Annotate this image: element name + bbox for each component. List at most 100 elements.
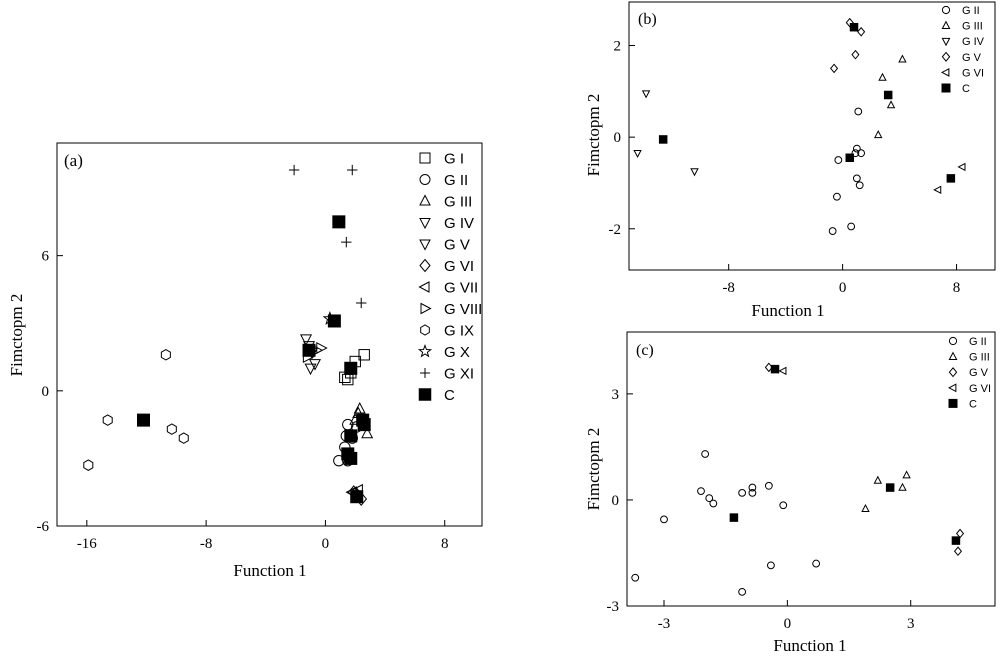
panel-b-legend-marker-g-v [941, 51, 951, 62]
panel-c-legend-label-g-v: G V [969, 367, 989, 379]
panel-a-marks [83, 164, 374, 506]
panel-a-point-g-iii [361, 426, 374, 439]
panel-a-xlabel: Function 1 [233, 561, 306, 580]
panel-a-legend-label-g-vi: G VI [444, 258, 474, 275]
panel-c-point-g-vi [778, 366, 787, 376]
panel-a-point-c [356, 413, 370, 427]
panel-c-point-c [770, 364, 780, 374]
panel-b-point-g-ii [833, 192, 841, 201]
panel-b-legend-marker-g-ii [941, 5, 951, 15]
panel-a-point-g-xi [347, 164, 358, 176]
panel-b-legend-marker-g-iii [941, 20, 951, 29]
panel-c-label: (c) [636, 342, 654, 359]
panel-b-point-g-iv [690, 168, 699, 177]
panel-b-point-g-vi [957, 162, 966, 172]
panel-a-xtick-label: 8 [441, 536, 449, 552]
panel-a-point-c [302, 343, 316, 357]
panel-b-point-g-ii [834, 156, 843, 164]
panel-b-legend-marker-g-iv [941, 37, 951, 47]
panel-b-ytick-label: -2 [609, 222, 622, 238]
panel-a-point-g-viii [316, 341, 328, 355]
panel-a-point-g-iv [300, 334, 313, 346]
panel-a-point-g-xi [341, 236, 352, 248]
panel-a-label: (a) [64, 151, 83, 170]
panel-a-legend-marker-g-x [417, 344, 433, 358]
panel-c-legend-marker-g-iii [948, 351, 958, 360]
panel-a-point-c [344, 451, 358, 465]
panel-c-point-g-iii [898, 482, 907, 491]
panel-b-point-c [658, 135, 668, 144]
panel-b-point-g-iii [898, 54, 907, 63]
panel-c-point-g-ii [748, 483, 757, 492]
panel-a-point-g-i [358, 349, 370, 361]
panel-c-marks [631, 362, 965, 596]
panel-a-legend-marker-g-viii [420, 302, 432, 315]
panel-c-point-g-ii [738, 587, 747, 596]
panel-c-legend-marker-g-v [948, 367, 958, 378]
panel-c-point-g-ii [660, 515, 668, 524]
panel-c-xtick-label: 3 [907, 616, 915, 632]
panel-b-point-g-v [845, 17, 854, 28]
panel-a-legend-label-g-iv: G IV [444, 215, 474, 232]
panel-c-frame [626, 331, 996, 607]
panel-b-legend-label-g-v: G V [962, 52, 982, 64]
panel-c-point-c [729, 513, 739, 522]
panel-a-point-c [136, 413, 150, 427]
panel-c-xlabel: Function 1 [773, 636, 846, 655]
panel-b-frame [628, 1, 996, 271]
panel-a-legend-marker-g-vi [419, 258, 431, 273]
panel-c-ticks: -3 0 3 -3 0 3 [607, 387, 915, 632]
panel-a-legend-label-g-xi: G XI [444, 365, 474, 382]
panel-b-point-g-ii [851, 149, 860, 158]
panel-c: (c) Function 1 Fimctopm 2 -3 0 3-303 G IIG… [584, 331, 996, 655]
panel-b-marks [633, 17, 966, 235]
panel-c-point-g-iii [873, 475, 883, 484]
panel-a-legend: G I G II G III G IV G V G VI G VII G VIII G IX G … [417, 150, 482, 404]
panel-b-ytick-label: 0 [614, 130, 622, 146]
panel-a-point-g-ix [166, 423, 177, 435]
panel-b-xlabel: Function 1 [751, 301, 824, 320]
panel-b-point-c [946, 174, 956, 183]
panel-c-ylabel: Fimctopm 2 [584, 428, 603, 511]
panel-b-legend-label-g-vi: G VI [962, 67, 984, 79]
panel-a-point-g-ix [178, 432, 189, 444]
panel-b-point-g-iv [641, 90, 651, 99]
panel-a-legend-marker-c [418, 388, 432, 401]
panel-c-legend-label-c: C [969, 398, 977, 410]
panel-a-legend-marker-g-iv [419, 218, 431, 230]
panel-a-xtick-label: 0 [322, 536, 330, 552]
panel-a-point-c [344, 361, 358, 375]
panel-c-point-g-ii [767, 561, 775, 570]
panel-a-legend-label-g-vii: G VII [444, 279, 478, 296]
panel-a-point-g-i [342, 373, 354, 386]
panel-b-point-g-vi [933, 185, 942, 195]
panel-a-legend-label-g-ii: G II [444, 172, 468, 189]
panel-c-point-g-ii [748, 488, 757, 497]
panel-a-point-g-ix [83, 459, 94, 471]
panel-a-ytick-label: -6 [37, 519, 50, 535]
panel-c-ytick-label: 3 [612, 387, 620, 403]
panel-b-point-g-ii [854, 107, 863, 116]
panel-a-point-g-ix [102, 414, 113, 426]
panel-b-point-g-iv [633, 149, 642, 158]
panel-b-xtick-label: -8 [722, 280, 735, 296]
panel-a-legend-label-g-iii: G III [444, 193, 472, 210]
panel-b-point-g-v [830, 63, 839, 74]
panel-c-legend-label-g-ii: G II [969, 336, 987, 348]
panel-b-label: (b) [638, 11, 657, 28]
panel-a-legend-label-g-x: G X [444, 344, 470, 361]
panel-a-point-g-iv [304, 363, 317, 376]
panel-c-point-g-ii [709, 499, 718, 508]
panel-c-point-g-ii [701, 450, 710, 458]
panel-a-legend-label-g-v: G V [444, 236, 470, 253]
panel-a-legend-label-g-viii: G VIII [444, 301, 482, 318]
panel-c-point-g-ii [779, 501, 788, 510]
panel-c-xtick-label: 0 [784, 616, 792, 632]
panel-b-ylabel: Fimctopm 2 [584, 94, 603, 177]
panel-b-point-g-ii [855, 181, 864, 190]
panel-a-legend-label-c: C [444, 387, 455, 404]
panel-a-ytick-label: 6 [42, 249, 50, 265]
panel-b-point-g-ii [857, 149, 866, 158]
panel-a-ytick-label: 0 [42, 384, 50, 400]
